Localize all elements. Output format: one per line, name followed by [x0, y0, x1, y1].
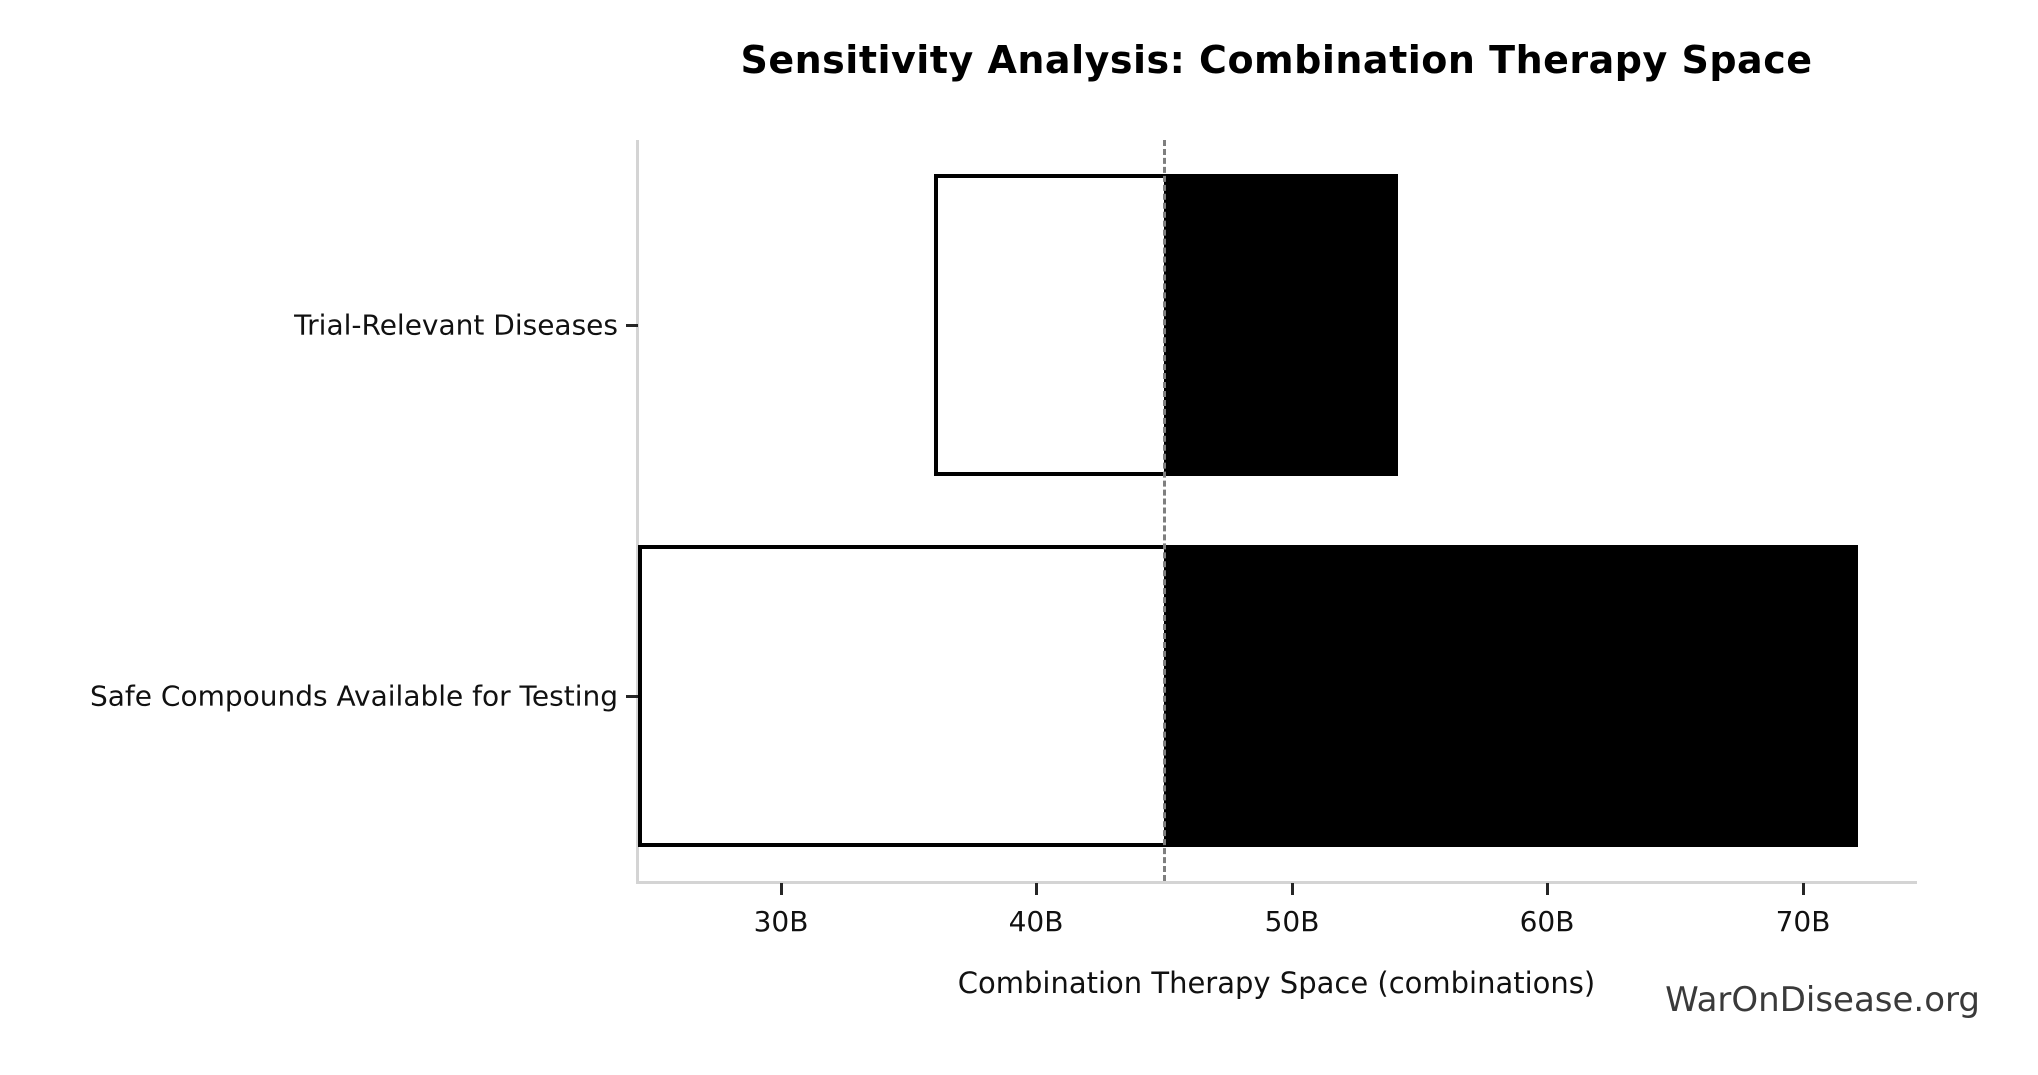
y-tick-safe-compounds-available-for-testing: [626, 695, 638, 698]
x-tick-60B: [1546, 883, 1549, 895]
bar-high-segment-trial-relevant-diseases: [1164, 174, 1398, 476]
y-axis-label-trial-relevant-diseases: Trial-Relevant Diseases: [294, 308, 618, 342]
x-tick-50B: [1291, 883, 1294, 895]
bar-safe-compounds-available-for-testing: [638, 545, 1858, 847]
x-tick-40B: [1035, 883, 1038, 895]
baseline-dashed-line: [1163, 140, 1167, 881]
bar-high-segment-safe-compounds-available-for-testing: [1164, 545, 1858, 847]
watermark-text: WarOnDisease.org: [1665, 980, 1980, 1020]
y-tick-trial-relevant-diseases: [626, 324, 638, 327]
x-tick-label-40B: 40B: [1008, 905, 1064, 938]
y-axis-label-safe-compounds-available-for-testing: Safe Compounds Available for Testing: [89, 679, 618, 713]
x-tick-label-50B: 50B: [1264, 905, 1320, 938]
x-tick-label-70B: 70B: [1775, 905, 1831, 938]
x-tick-label-30B: 30B: [753, 905, 809, 938]
y-axis-spine: [636, 140, 639, 884]
x-axis-line: [638, 881, 1917, 884]
x-axis-label: Combination Therapy Space (combinations): [957, 966, 1596, 1000]
plot-area: [638, 140, 1915, 881]
x-tick-30B: [780, 883, 783, 895]
x-tick-70B: [1802, 883, 1805, 895]
x-tick-label-60B: 60B: [1519, 905, 1575, 938]
chart-title: Sensitivity Analysis: Combination Therap…: [740, 38, 1813, 82]
